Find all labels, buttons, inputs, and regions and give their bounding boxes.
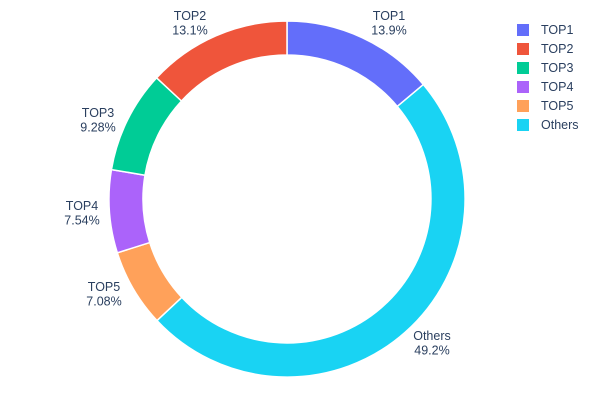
legend-label-top5: TOP5 xyxy=(541,98,574,113)
legend-item-top4[interactable]: TOP4 xyxy=(517,77,579,96)
slice-label-top4: TOP4 7.54% xyxy=(64,199,99,228)
slice-label-top1: TOP1 13.9% xyxy=(371,9,406,38)
pie-slice-top3[interactable] xyxy=(110,76,183,177)
legend-swatch-top3 xyxy=(517,61,529,74)
pie-slice-others[interactable] xyxy=(155,83,466,378)
legend-item-top3[interactable]: TOP3 xyxy=(517,58,579,77)
slice-label-top5: TOP5 7.08% xyxy=(86,280,121,309)
legend-label-top2: TOP2 xyxy=(541,41,574,56)
legend-item-top2[interactable]: TOP2 xyxy=(517,39,579,58)
legend-swatch-top1 xyxy=(517,23,529,36)
pie-slice-top4[interactable] xyxy=(108,168,151,254)
slice-label-top3: TOP3 9.28% xyxy=(80,106,115,135)
legend-swatch-top5 xyxy=(517,99,529,112)
legend-label-top1: TOP1 xyxy=(541,22,574,37)
legend-swatch-others xyxy=(517,118,529,131)
pie-slice-top2[interactable] xyxy=(155,20,288,103)
donut-outside-labels: TOP1 13.9% TOP2 13.1% TOP3 9.28% TOP4 7.54% TOP5… xyxy=(64,9,450,358)
legend-label-top3: TOP3 xyxy=(541,60,574,75)
slice-label-top2: TOP2 13.1% xyxy=(172,9,207,38)
legend-swatch-top2 xyxy=(517,42,529,55)
legend: TOP1 TOP2 TOP3 TOP4 TOP5 Others xyxy=(517,20,579,134)
legend-swatch-top4 xyxy=(517,80,529,93)
donut-slices xyxy=(108,20,466,378)
legend-label-others: Others xyxy=(541,117,579,132)
legend-item-top1[interactable]: TOP1 xyxy=(517,20,579,39)
legend-label-top4: TOP4 xyxy=(541,79,574,94)
slice-label-others: Others 49.2% xyxy=(413,329,451,358)
legend-item-top5[interactable]: TOP5 xyxy=(517,96,579,115)
legend-item-others[interactable]: Others xyxy=(517,115,579,134)
